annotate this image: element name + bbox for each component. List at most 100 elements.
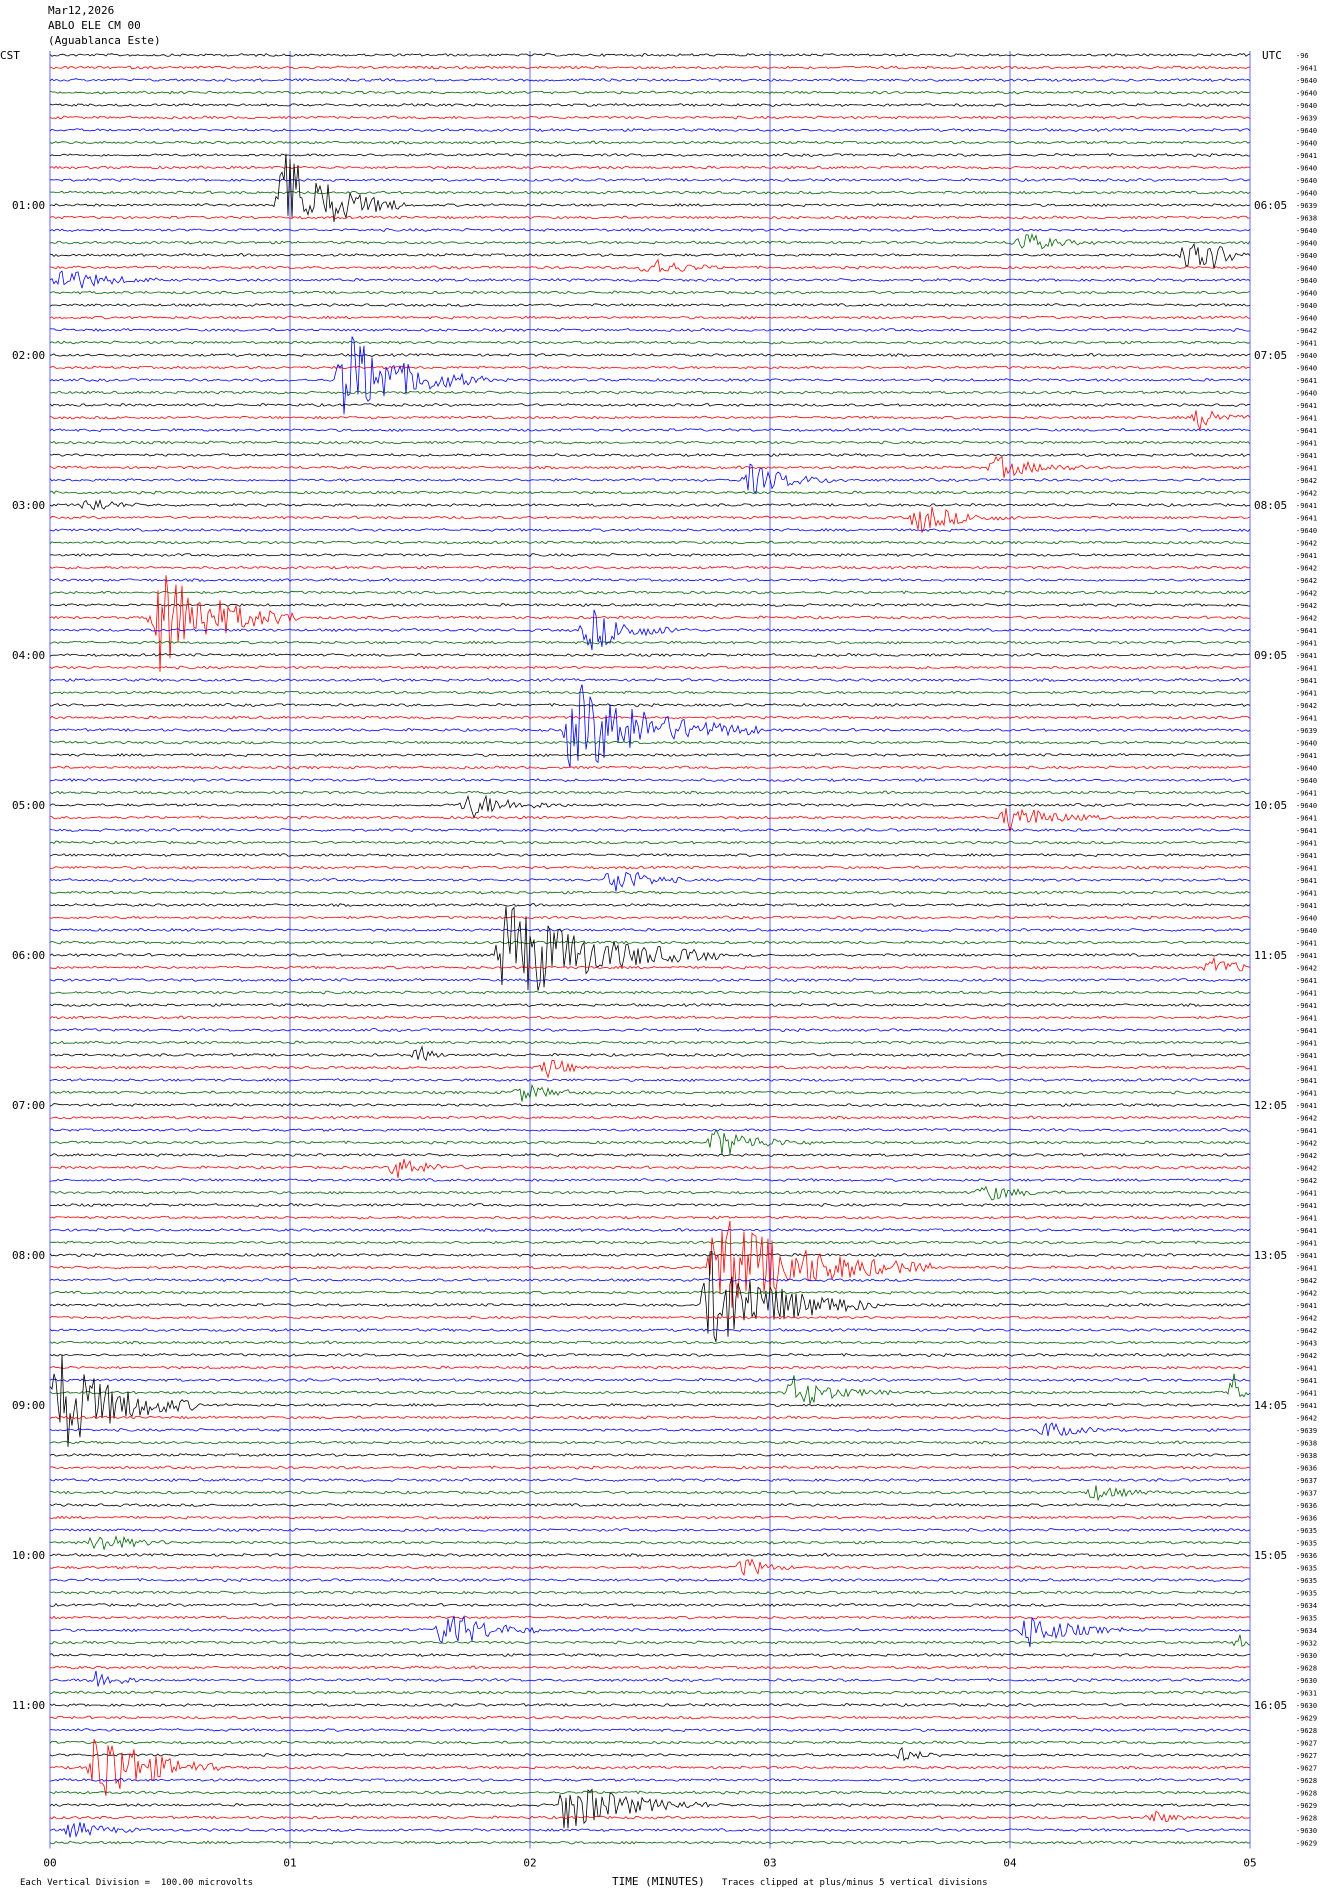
clip-note: Traces clipped at plus/minus 5 vertical … [722, 1878, 988, 1888]
trace-line [49, 1590, 1251, 1595]
trace-line [49, 270, 1251, 289]
trace-line [49, 740, 1251, 745]
left-time-zone: CST [0, 49, 20, 62]
trace-line [49, 463, 1251, 495]
trace-mean-label: -9641 [1296, 690, 1317, 698]
trace-mean-label: -9642 [1296, 490, 1317, 498]
trace-line [49, 778, 1251, 782]
trace-line [49, 340, 1251, 345]
trace-line [49, 1558, 1250, 1577]
trace-mean-label: -9638 [1296, 215, 1317, 223]
trace-mean-label: -9634 [1296, 1602, 1317, 1610]
trace-mean-label: -9640 [1296, 765, 1317, 773]
trace-mean-label: -9640 [1296, 227, 1317, 235]
trace-mean-label: -9641 [1296, 640, 1317, 648]
trace-line [49, 165, 1251, 170]
trace-line [49, 290, 1251, 295]
trace-line [49, 1740, 1251, 1745]
trace-line [49, 1788, 1251, 1829]
x-tick-label: 04 [1003, 1857, 1017, 1870]
trace-line [49, 990, 1251, 995]
trace-line [49, 1822, 1251, 1838]
trace-mean-label: -9641 [1296, 1252, 1317, 1260]
trace-mean-label: -9641 [1296, 1127, 1317, 1135]
trace-line [49, 177, 1251, 182]
trace-line [49, 140, 1251, 145]
trace-line [49, 365, 1251, 370]
trace-line [49, 1354, 1251, 1447]
trace-line [49, 1739, 1251, 1796]
trace-line [49, 1328, 1251, 1333]
trace-mean-label: -9640 [1296, 915, 1317, 923]
trace-line [49, 871, 1251, 892]
trace-mean-label: -9642 [1296, 1352, 1317, 1360]
trace-line [49, 1103, 1250, 1107]
trace-mean-label: -9628 [1296, 1815, 1317, 1823]
left-hour-label: 02:00 [12, 349, 45, 362]
trace-line [49, 915, 1251, 920]
right-hour-label: 10:05 [1254, 799, 1287, 812]
trace-line [49, 90, 1251, 95]
trace-mean-label: -9641 [1296, 427, 1317, 435]
trace-line [49, 233, 1251, 250]
trace-mean-label: -9641 [1296, 402, 1317, 410]
x-tick-label: 02 [523, 1857, 536, 1870]
trace-line [49, 1185, 1251, 1201]
trace-mean-label: -9641 [1296, 377, 1317, 385]
trace-line [49, 115, 1251, 120]
right-hour-label: 13:05 [1254, 1249, 1287, 1262]
minute-gridlines [49, 51, 1251, 1849]
right-hour-label: 07:05 [1254, 349, 1287, 362]
trace-line [49, 665, 1251, 670]
trace-line [49, 940, 1251, 945]
trace-mean-label: -9638 [1296, 1452, 1317, 1460]
trace-mean-label: -9632 [1296, 1640, 1317, 1648]
trace-line [49, 1220, 1251, 1308]
trace-line [49, 906, 1251, 991]
trace-line [49, 1602, 1251, 1607]
trace-line [49, 1203, 1251, 1207]
trace-line [49, 603, 1251, 607]
trace-line [49, 609, 1251, 651]
trace-line [49, 828, 1250, 832]
trace-line [49, 1478, 1251, 1482]
trace-mean-label: -9628 [1296, 1665, 1317, 1673]
trace-line [49, 852, 1251, 857]
trace-mean-label: -9628 [1296, 1790, 1317, 1798]
trace-mean-label: -9642 [1296, 1327, 1317, 1335]
trace-mean-label: -9637 [1296, 1490, 1317, 1498]
trace-line [49, 575, 1251, 672]
trace-mean-label: -9634 [1296, 1627, 1317, 1635]
trace-line [49, 1810, 1251, 1823]
trace-line [49, 1452, 1251, 1457]
trace-mean-label: -9629 [1296, 1802, 1317, 1810]
trace-line [49, 1615, 1251, 1620]
trace-mean-label: -9629 [1296, 1840, 1317, 1848]
trace-mean-label: -9628 [1296, 1727, 1317, 1735]
trace-mean-label: -9641 [1296, 815, 1317, 823]
trace-line [49, 1465, 1251, 1470]
trace-line [49, 258, 1251, 273]
trace-line [49, 1045, 1251, 1062]
trace-mean-label: -9641 [1296, 340, 1317, 348]
trace-mean-label: -9641 [1296, 1027, 1317, 1035]
trace-mean-label: -9641 [1296, 940, 1317, 948]
trace-mean-label: -96 [1296, 52, 1309, 60]
trace-line [49, 1790, 1251, 1795]
trace-mean-label: -9641 [1296, 1215, 1317, 1223]
trace-mean-label: -9641 [1296, 1265, 1317, 1273]
trace-mean-label: -9640 [1296, 140, 1317, 148]
trace-line [49, 53, 1251, 58]
trace-line [49, 1215, 1251, 1220]
trace-line [49, 640, 1251, 645]
trace-mean-label: -9642 [1296, 1415, 1317, 1423]
header-location: (Aguablanca Este) [48, 34, 161, 47]
right-hour-label: 14:05 [1254, 1399, 1287, 1412]
trace-line [50, 242, 1251, 269]
trace-mean-label: -9640 [1296, 777, 1317, 785]
trace-line [49, 1159, 1251, 1179]
trace-line [49, 1315, 1251, 1320]
trace-line [49, 1290, 1251, 1295]
trace-mean-label: -9627 [1296, 1740, 1317, 1748]
trace-mean-label: -9630 [1296, 1677, 1317, 1685]
